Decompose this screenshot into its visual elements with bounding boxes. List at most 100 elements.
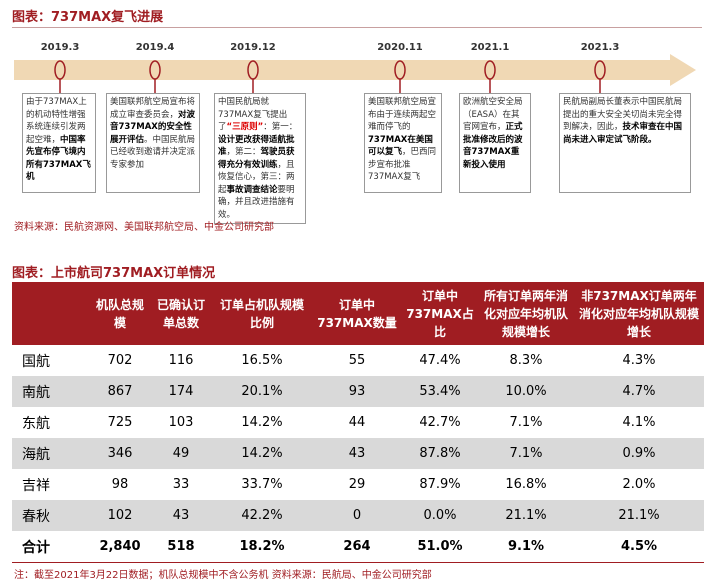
header-cell: 机队总规模 bbox=[95, 297, 144, 330]
table-cell: 264 bbox=[343, 539, 371, 554]
header-cell: 所有订单两年消化对应年均机队规模增长 bbox=[483, 288, 568, 339]
table-cell: 43 bbox=[172, 508, 190, 523]
text-run: “三原则” bbox=[226, 122, 264, 132]
table-cell: 4.7% bbox=[622, 384, 656, 399]
table-cell: 海航 bbox=[22, 446, 50, 463]
header-cell: 订单中737MAX数量 bbox=[317, 297, 397, 330]
table-cell: 8.3% bbox=[509, 353, 543, 368]
text-run: 对波音737MAX的安全性展开评估 bbox=[110, 109, 196, 145]
event-marker bbox=[594, 60, 606, 94]
event-text: 民航局副局长董表示中国民航局提出的重大安全关切尚未完全得到解决，因此，技术审查在… bbox=[559, 93, 691, 193]
table-cell: 725 bbox=[107, 415, 133, 430]
marker-ring bbox=[54, 60, 66, 80]
event-marker bbox=[149, 60, 161, 94]
header-cell: 订单中737MAX占比 bbox=[406, 288, 474, 339]
marker-ring bbox=[247, 60, 259, 80]
table-cell: 116 bbox=[168, 353, 194, 368]
note: 注：截至2021年3月22日数据；机队总规模中不含公务机 资料来源：民航局、中金… bbox=[14, 570, 432, 581]
table-cell: 43 bbox=[348, 446, 366, 461]
table-cell: 346 bbox=[107, 446, 133, 461]
table-cell: 14.2% bbox=[241, 415, 283, 430]
text-run: 欧洲航空安全局（EASA）在其官网宣布， bbox=[463, 97, 523, 132]
row-bg bbox=[12, 376, 704, 407]
source: 资料来源：民航资源网、美国联邦航空局、中金公司研究部 bbox=[14, 222, 274, 233]
table-cell: 0 bbox=[352, 508, 362, 523]
table-cell: 21.1% bbox=[505, 508, 547, 523]
table-cell: 867 bbox=[107, 384, 133, 399]
table-cell: 20.1% bbox=[241, 384, 283, 399]
table-cell: 春秋 bbox=[22, 508, 50, 525]
text-run: 美国联邦航空局宣布由于连续两起空难而停飞的 bbox=[368, 97, 437, 132]
text-run: 美国联邦航空局宣布将成立审查委员会， bbox=[110, 97, 196, 120]
text-run: 事故调查结论 bbox=[226, 184, 278, 195]
event-date: 2020.11 bbox=[377, 42, 423, 53]
event-date: 2019.12 bbox=[230, 42, 276, 53]
row-bg bbox=[12, 531, 704, 562]
section-title: 图表：737MAX复飞进展 bbox=[12, 10, 164, 25]
table-cell: 2,840 bbox=[99, 539, 141, 554]
table-cell: 102 bbox=[107, 508, 133, 523]
table-cell: 16.8% bbox=[505, 477, 547, 492]
header-cell: 订单占机队规模比例 bbox=[219, 297, 304, 330]
table-cell: 4.1% bbox=[622, 415, 656, 430]
table-cell: 87.9% bbox=[419, 477, 461, 492]
event-text: 美国联邦航空局宣布将成立审查委员会，对波音737MAX的安全性展开评估。中国民航… bbox=[106, 93, 200, 193]
table-cell: 7.1% bbox=[509, 446, 543, 461]
table-cell: 国航 bbox=[22, 353, 50, 370]
text-run: ，且恢复信心，第三：两起 bbox=[218, 159, 295, 195]
table-cell: 42.7% bbox=[419, 415, 461, 430]
text-run: ，第二： bbox=[226, 147, 261, 157]
rule bbox=[12, 27, 702, 28]
marker-ring bbox=[394, 60, 406, 80]
table-cell: 东航 bbox=[22, 415, 50, 432]
table-cell: 33 bbox=[172, 477, 190, 492]
table-cell: 7.1% bbox=[509, 415, 543, 430]
table-cell: 702 bbox=[107, 353, 133, 368]
row-bg bbox=[12, 438, 704, 469]
table-cell: 18.2% bbox=[239, 539, 285, 554]
event-text: 由于737MAX上的机动特性增强系统连续引发两起空难，中国率先宣布停飞境内所有7… bbox=[22, 93, 96, 193]
table-cell: 518 bbox=[167, 539, 195, 554]
event-text: 中国民航局就737MAX复飞提出了“三原则”：第一： 设计更改获得适航批准，第二：… bbox=[214, 93, 306, 224]
table-cell: 53.4% bbox=[419, 384, 461, 399]
table-cell: 93 bbox=[348, 384, 366, 399]
text-run: 设计更改获得适航批准 bbox=[218, 134, 295, 158]
event-date: 2019.4 bbox=[135, 42, 175, 53]
row-bg bbox=[12, 469, 704, 500]
marker-ring bbox=[149, 60, 161, 80]
event-marker bbox=[394, 60, 406, 94]
table-cell: 51.0% bbox=[417, 539, 463, 554]
table-cell: 合计 bbox=[22, 539, 50, 556]
text-run: 737MAX在美国可以复飞 bbox=[368, 134, 433, 158]
header-cell: 非737MAX订单两年消化对应年均机队规模增长 bbox=[578, 288, 699, 339]
marker-ring bbox=[594, 60, 606, 80]
table-cell: 47.4% bbox=[419, 353, 461, 368]
header-cell: 已确认订单总数 bbox=[156, 297, 205, 330]
table-cell: 98 bbox=[111, 477, 129, 492]
text-run: 正式批准修改后的波音737MAX重新投入使用 bbox=[463, 122, 523, 170]
event-marker bbox=[54, 60, 66, 94]
table-cell: 南航 bbox=[22, 384, 50, 401]
event-marker bbox=[247, 60, 259, 94]
text-run: 要明确，并且改进措施有效。 bbox=[218, 184, 295, 220]
table-cell: 55 bbox=[348, 353, 366, 368]
section-title: 图表：上市航司737MAX订单情况 bbox=[12, 266, 216, 281]
table-cell: 16.5% bbox=[241, 353, 283, 368]
table-cell: 4.5% bbox=[620, 539, 658, 554]
text-run: 驾驶员获得充分有效训练 bbox=[218, 147, 295, 170]
text-run: 中国率先宣布停飞境内所有737MAX飞机 bbox=[26, 134, 91, 183]
event-date: 2021.3 bbox=[580, 42, 620, 53]
table-cell: 9.1% bbox=[507, 539, 545, 554]
table-cell: 10.0% bbox=[505, 384, 547, 399]
table-cell: 0.9% bbox=[622, 446, 656, 461]
table-bottom-rule bbox=[12, 562, 704, 563]
event-marker bbox=[484, 60, 496, 94]
event-text: 欧洲航空安全局（EASA）在其官网宣布，正式批准修改后的波音737MAX重新投入… bbox=[459, 93, 531, 193]
table-cell: 4.3% bbox=[622, 353, 656, 368]
row-bg bbox=[12, 500, 704, 531]
event-date: 2019.3 bbox=[40, 42, 80, 53]
table-cell: 44 bbox=[348, 415, 366, 430]
table-cell: 29 bbox=[348, 477, 366, 492]
table-cell: 103 bbox=[168, 415, 194, 430]
